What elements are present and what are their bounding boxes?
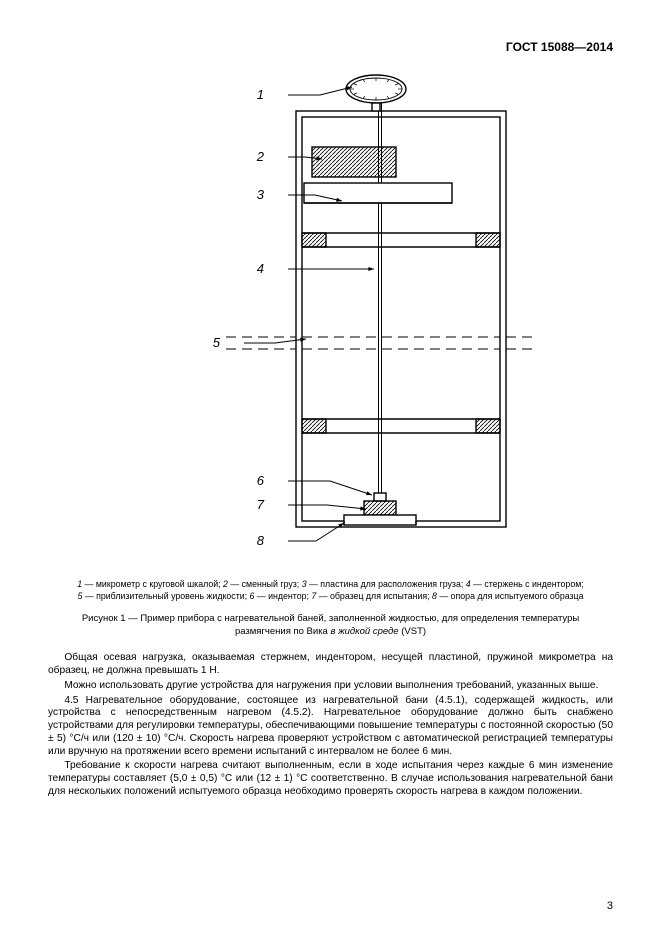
apparatus-diagram: 1 2 3 4 5 6 7 8 — [116, 63, 546, 573]
svg-text:7: 7 — [256, 497, 264, 512]
paragraph: Можно использовать другие устройства для… — [48, 680, 613, 693]
doc-header: ГОСТ 15088—2014 — [48, 40, 613, 55]
figure-legend: 1 — микрометр с круговой шкалой; 2 — сме… — [48, 579, 613, 603]
caption-line2: размягчения по Вика в жидкой среде (VST) — [235, 626, 426, 637]
svg-text:2: 2 — [255, 149, 264, 164]
svg-text:1: 1 — [256, 87, 263, 102]
figure-caption: Рисунок 1 — Пример прибора с нагреватель… — [48, 613, 613, 639]
svg-text:8: 8 — [256, 533, 264, 548]
paragraph: Общая осевая нагрузка, оказываемая стерж… — [48, 652, 613, 678]
svg-text:4: 4 — [256, 261, 263, 276]
figure-container: 1 2 3 4 5 6 7 8 — [48, 63, 613, 573]
svg-text:6: 6 — [256, 473, 264, 488]
paragraph: Требование к скорости нагрева считают вы… — [48, 760, 613, 798]
svg-text:5: 5 — [212, 335, 220, 350]
body-text: Общая осевая нагрузка, оказываемая стерж… — [48, 652, 613, 798]
page-number: 3 — [607, 900, 613, 914]
svg-text:3: 3 — [256, 187, 264, 202]
paragraph: 4.5 Нагревательное оборудование, состоящ… — [48, 695, 613, 759]
